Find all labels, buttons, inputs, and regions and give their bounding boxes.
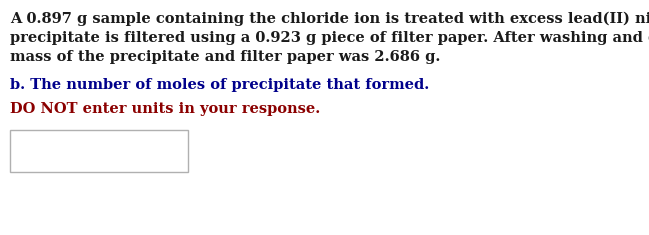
Text: precipitate is filtered using a 0.923 g piece of filter paper. After washing and: precipitate is filtered using a 0.923 g … <box>10 31 649 45</box>
Text: DO NOT enter units in your response.: DO NOT enter units in your response. <box>10 102 320 116</box>
Text: b. The number of moles of precipitate that formed.: b. The number of moles of precipitate th… <box>10 78 429 92</box>
Bar <box>10 130 188 172</box>
Text: mass of the precipitate and filter paper was 2.686 g.: mass of the precipitate and filter paper… <box>10 50 441 64</box>
Text: A 0.897 g sample containing the chloride ion is treated with excess lead(II) nit: A 0.897 g sample containing the chloride… <box>10 12 649 26</box>
